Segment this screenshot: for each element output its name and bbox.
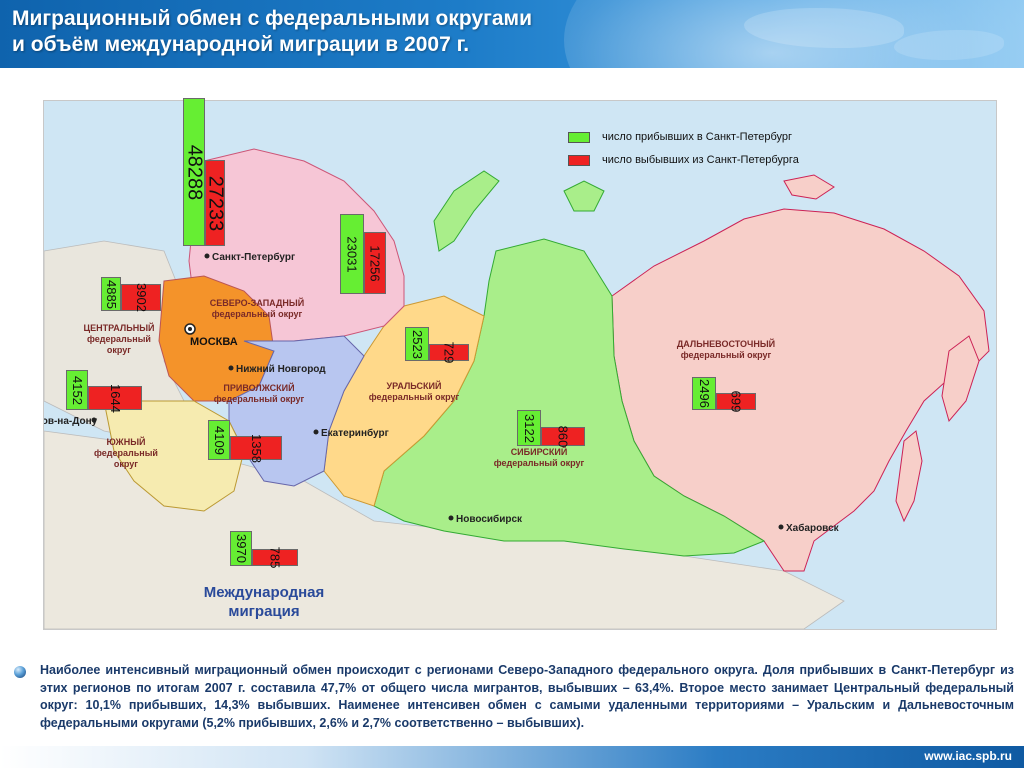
bar-siberia-departed: 860 (541, 425, 585, 448)
fareast-label-line2: федеральный округ (681, 350, 772, 360)
bar-value: 2496 (696, 379, 712, 408)
siberia-label-line1: СИБИРСКИЙ (511, 446, 568, 457)
sakhalin-island (895, 430, 923, 523)
fareast-label-line1: ДАЛЬНЕВОСТОЧНЫЙ (677, 338, 775, 349)
novosibirsk-city-dot (448, 515, 454, 521)
slide-title: Миграционный обмен с федеральными округа… (12, 7, 532, 56)
volga-label-line2: федеральный округ (214, 394, 305, 404)
urals-label-line1: УРАЛЬСКИЙ (387, 380, 442, 391)
khabarovsk-city-dot (778, 524, 784, 530)
international-label-line1: Международная (204, 584, 325, 601)
urals-label-line2: федеральный округ (369, 392, 460, 402)
footer-url[interactable]: www.iac.spb.ru (924, 749, 1012, 763)
bar-south-arrived: 4152 (66, 370, 88, 410)
nizhny-city-dot (228, 365, 234, 371)
ekb-city-label: Екатеринбург (321, 427, 389, 439)
legend-departed-row: число выбывших из Санкт-Петербурга (568, 153, 799, 167)
central-label-line3: округ (107, 345, 131, 355)
bar-value: 4885 (103, 279, 119, 309)
bar-volga-arrived: 4109 (208, 420, 230, 460)
legend-arrived-label: число прибывших в Санкт-Петербург (602, 131, 793, 143)
bar-central-departed: 3902 (121, 283, 161, 312)
central-label-line1: ЦЕНТРАЛЬНЫЙ (84, 322, 155, 333)
northwest-label-line2: федеральный округ (212, 309, 303, 319)
bar-south-departed: 1644 (88, 383, 142, 413)
legend-departed-swatch (568, 154, 590, 166)
continent-decoration (744, 8, 904, 48)
bar-international-arrived: 3970 (230, 531, 252, 566)
nizhny-city-label: Нижний Новгород (236, 364, 326, 375)
legend-arrived-swatch (568, 131, 590, 143)
south-label-line1: ЮЖНЫЙ (107, 436, 146, 447)
bar-fareast-departed: 699 (716, 390, 756, 413)
footer-bar: www.iac.spb.ru (0, 746, 1024, 768)
bar-value: 1358 (248, 433, 264, 463)
bar-northwest-departed: 17256 (364, 232, 386, 294)
bar-value: 3970 (233, 534, 249, 563)
bar-value: 17256 (367, 244, 383, 282)
volga-label-line1: ПРИВОЛЖСКИЙ (223, 382, 294, 393)
bar-value: 860 (555, 425, 571, 448)
summary-paragraph: Наиболее интенсивный миграционный обмен … (40, 663, 1014, 730)
rostov-city-label: Ростов-на-Дону (44, 416, 98, 427)
south-label-line3: округ (114, 459, 138, 469)
bar-value: 23031 (344, 235, 360, 273)
siberia-label-line2: федеральный округ (494, 458, 585, 468)
severnaya-zemlya-island (563, 180, 605, 212)
bar-value: 2523 (409, 329, 425, 359)
novosibirsk-city-label: Новосибирск (456, 513, 523, 525)
bar-urals-arrived: 2523 (405, 327, 429, 361)
bar-value: 699 (728, 390, 744, 413)
international-label-line2: миграция (228, 603, 299, 620)
map-legend: число прибывших в Санкт-Петербург число … (568, 128, 858, 172)
russia-map: Санкт-Петербург МОСКВА Нижний Новгород Р… (43, 100, 997, 630)
bar-value: 4109 (211, 425, 227, 455)
legend-arrived-row: число прибывших в Санкт-Петербург (568, 130, 792, 144)
bar-northwest-arrived: 23031 (340, 214, 364, 294)
legend-departed-label: число выбывших из Санкт-Петербурга (602, 154, 799, 166)
bar-value: 27233 (204, 175, 227, 231)
bar-fareast-arrived: 2496 (692, 377, 716, 410)
northwest-label-line1: СЕВЕРО-ЗАПАДНЫЙ (210, 297, 304, 308)
bullet-icon (14, 666, 26, 678)
header-banner: Миграционный обмен с федеральными округа… (0, 0, 1024, 68)
bar-siberia-arrived: 3122 (517, 410, 541, 446)
spb-city-label: Санкт-Петербург (212, 251, 295, 263)
bar-value: 4152 (69, 375, 85, 405)
globe-decoration (564, 0, 1024, 68)
bar-spb-departed: 27233 (204, 160, 227, 246)
south-label-line2: федеральный (94, 448, 158, 458)
bar-spb-arrived: 48288 (183, 98, 206, 246)
moscow-city-label: МОСКВА (190, 336, 238, 348)
new-siberian-islands (783, 174, 835, 200)
bar-central-arrived: 4885 (101, 277, 121, 311)
continent-decoration (894, 30, 1004, 60)
bar-value: 3902 (133, 283, 149, 312)
bar-value: 785 (267, 546, 283, 569)
bar-value: 3122 (521, 413, 537, 443)
bar-urals-departed: 729 (429, 341, 469, 364)
rostov-city-dot (91, 417, 97, 423)
bar-volga-departed: 1358 (230, 433, 282, 463)
bar-value: 729 (441, 341, 457, 364)
bar-value: 1644 (107, 383, 123, 413)
central-label-line2: федеральный (87, 334, 151, 344)
khabarovsk-city-label: Хабаровск (786, 522, 840, 534)
kamchatka-peninsula (941, 335, 980, 423)
moscow-city-dot (188, 327, 192, 331)
spb-city-dot (204, 253, 210, 259)
bar-value: 48288 (183, 144, 206, 200)
ekb-city-dot (313, 429, 319, 435)
novaya-zemlya-island (433, 170, 500, 252)
bar-international-departed: 785 (252, 546, 298, 569)
